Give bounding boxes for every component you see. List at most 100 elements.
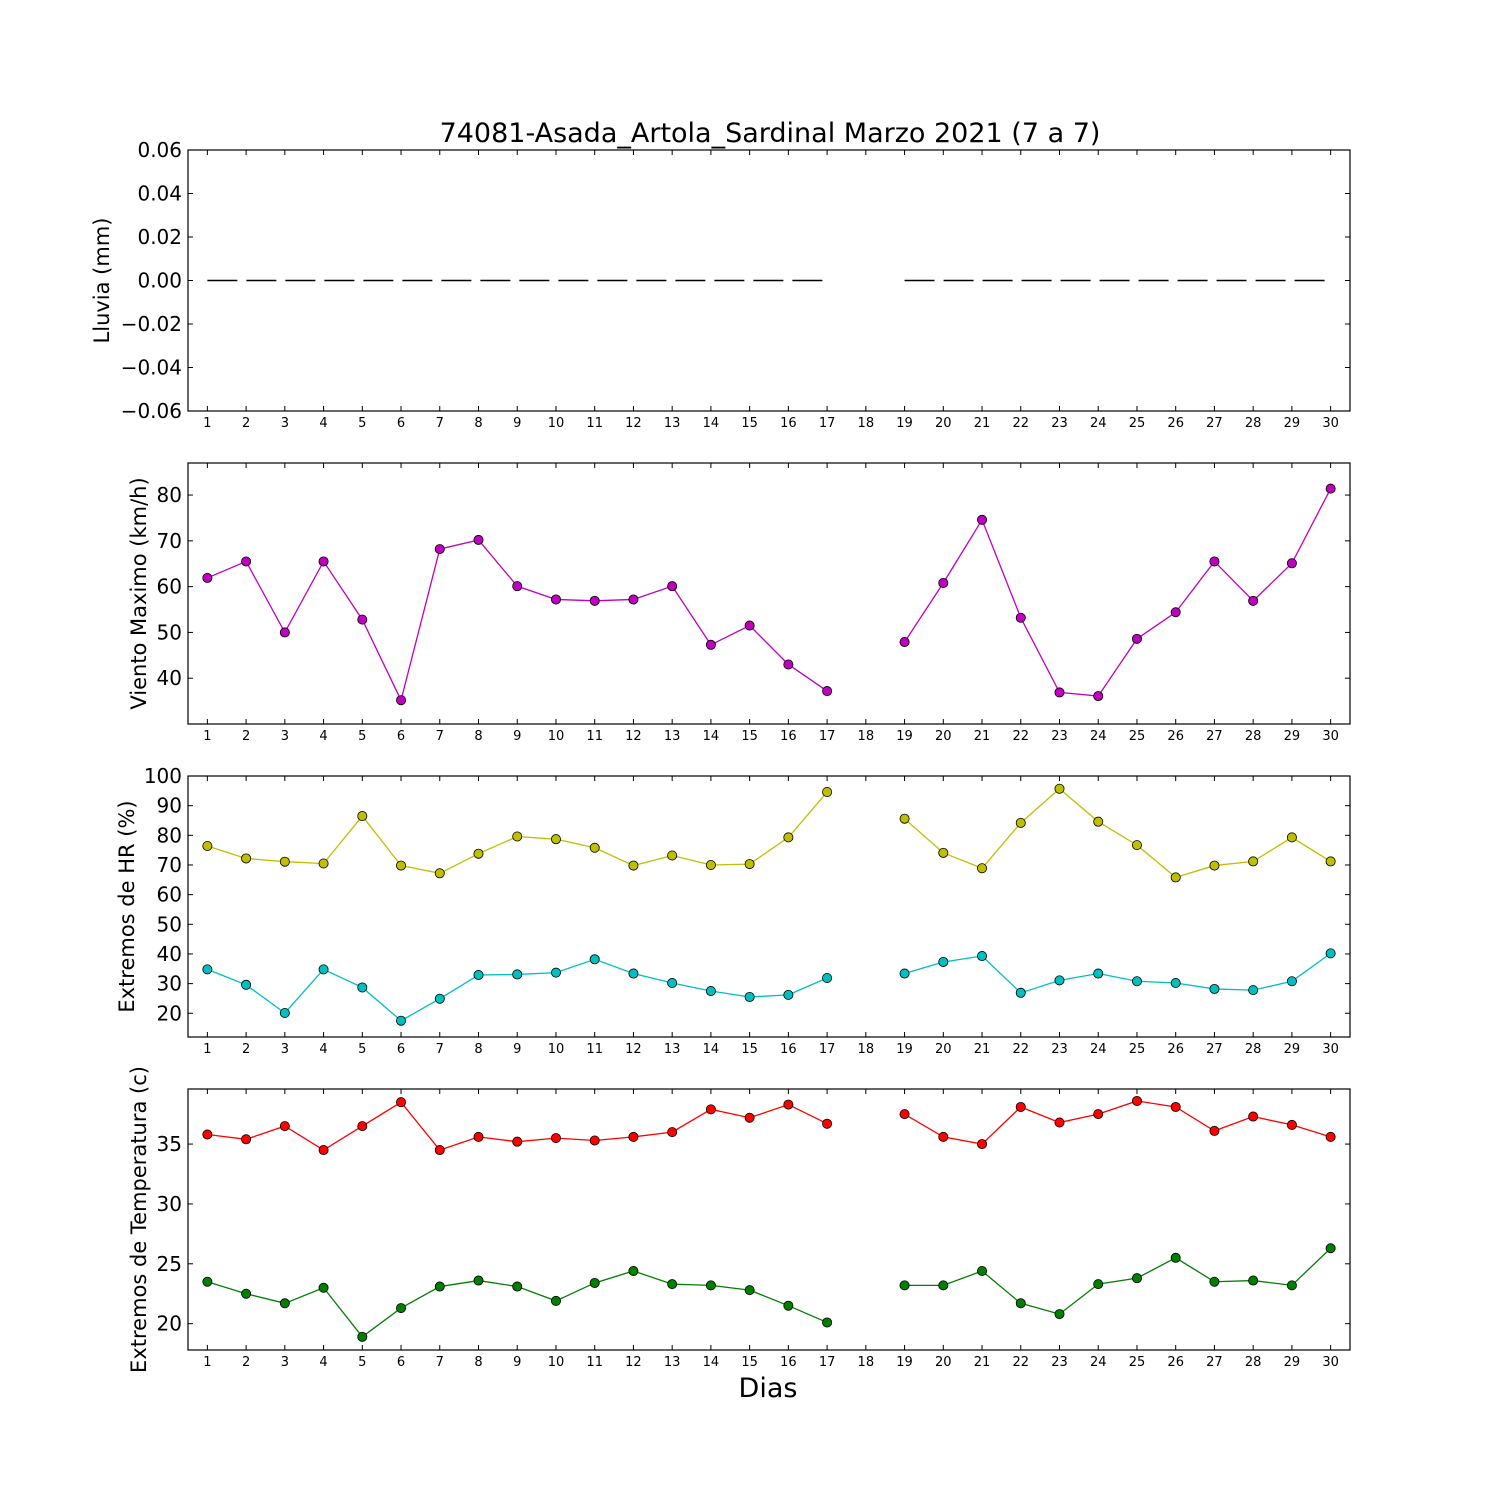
data-point bbox=[202, 1129, 213, 1140]
data-point bbox=[589, 1277, 600, 1288]
plot-area-frame bbox=[187, 1088, 1351, 1351]
data-point bbox=[512, 969, 523, 980]
data-point bbox=[318, 964, 329, 975]
x-tick-label: 20 bbox=[935, 416, 952, 431]
data-point bbox=[899, 1109, 910, 1120]
x-tick-label: 22 bbox=[1012, 729, 1029, 744]
y-axis-label: Lluvia (mm) bbox=[90, 218, 114, 344]
x-tick-label: 29 bbox=[1284, 1042, 1301, 1057]
data-point bbox=[357, 982, 368, 993]
data-point bbox=[628, 594, 639, 605]
data-point bbox=[279, 627, 290, 638]
data-point bbox=[1248, 985, 1259, 996]
x-tick-label: 4 bbox=[319, 729, 327, 744]
x-tick-label: 18 bbox=[858, 1355, 875, 1370]
x-tick-label: 2 bbox=[242, 1042, 250, 1057]
data-point bbox=[705, 986, 716, 997]
x-tick-label: 3 bbox=[281, 416, 289, 431]
data-point bbox=[628, 1131, 639, 1142]
y-axis-label: Extremos de Temperatura (c) bbox=[127, 1066, 151, 1373]
data-point bbox=[512, 1136, 523, 1147]
data-point bbox=[434, 1145, 445, 1156]
y-tick-label: 90 bbox=[157, 794, 182, 818]
x-tick-label: 29 bbox=[1284, 416, 1301, 431]
x-tick-label: 8 bbox=[474, 1042, 482, 1057]
data-point bbox=[938, 847, 949, 858]
x-tick-label: 22 bbox=[1012, 1355, 1029, 1370]
x-tick-label: 7 bbox=[436, 729, 444, 744]
data-point bbox=[1209, 983, 1220, 994]
x-tick-label: 25 bbox=[1129, 1042, 1146, 1057]
x-tick-label: 13 bbox=[664, 416, 681, 431]
data-point bbox=[1286, 976, 1297, 987]
x-tick-label: 2 bbox=[242, 729, 250, 744]
data-point bbox=[396, 860, 407, 871]
x-tick-label: 9 bbox=[513, 729, 521, 744]
data-point bbox=[822, 1317, 833, 1328]
data-point bbox=[1054, 975, 1065, 986]
y-tick-label: 0.06 bbox=[137, 138, 182, 162]
x-tick-label: 14 bbox=[703, 416, 720, 431]
data-point bbox=[318, 858, 329, 869]
x-tick-label: 9 bbox=[513, 416, 521, 431]
data-point bbox=[822, 972, 833, 983]
x-tick-label: 1 bbox=[203, 1042, 211, 1057]
series-line bbox=[904, 952, 1332, 994]
y-tick-label: 25 bbox=[157, 1252, 182, 1276]
x-tick-label: 10 bbox=[548, 1355, 565, 1370]
data-point bbox=[938, 956, 949, 967]
data-point bbox=[202, 1276, 213, 1287]
data-point bbox=[357, 1121, 368, 1132]
series-line bbox=[904, 1247, 1332, 1315]
x-tick-label: 15 bbox=[741, 1042, 758, 1057]
data-point bbox=[434, 868, 445, 879]
y-tick-label: −0.04 bbox=[121, 356, 182, 380]
x-tick-label: 24 bbox=[1090, 1355, 1107, 1370]
y-tick-label: 30 bbox=[157, 1192, 182, 1216]
x-tick-label: 28 bbox=[1245, 729, 1262, 744]
data-point bbox=[1131, 1095, 1142, 1106]
data-point bbox=[744, 859, 755, 870]
x-tick-label: 4 bbox=[319, 1355, 327, 1370]
data-point bbox=[1170, 1101, 1181, 1112]
data-point bbox=[1248, 1111, 1259, 1122]
x-tick-label: 20 bbox=[935, 1042, 952, 1057]
data-point bbox=[628, 968, 639, 979]
x-tick-label: 27 bbox=[1206, 1042, 1223, 1057]
x-tick-label: 7 bbox=[436, 416, 444, 431]
data-point bbox=[473, 534, 484, 545]
data-point bbox=[396, 1015, 407, 1026]
x-tick-label: 3 bbox=[281, 1042, 289, 1057]
series-line bbox=[904, 1100, 1331, 1145]
x-tick-label: 18 bbox=[858, 1042, 875, 1057]
data-point bbox=[1325, 948, 1336, 959]
data-point bbox=[783, 1099, 794, 1110]
x-tick-label: 4 bbox=[319, 1042, 327, 1057]
data-point bbox=[357, 1331, 368, 1342]
data-point bbox=[279, 856, 290, 867]
data-point bbox=[1054, 687, 1065, 698]
data-point bbox=[279, 1121, 290, 1132]
data-point bbox=[938, 1131, 949, 1142]
data-point bbox=[473, 1131, 484, 1142]
data-point bbox=[396, 1303, 407, 1314]
data-point bbox=[1248, 595, 1259, 606]
data-point bbox=[473, 1275, 484, 1286]
data-point bbox=[202, 840, 213, 851]
x-tick-label: 25 bbox=[1129, 416, 1146, 431]
x-tick-label: 7 bbox=[436, 1042, 444, 1057]
panels: −0.06−0.04−0.020.000.020.040.061 2 3 4 5 6 7 8 9… bbox=[90, 138, 1351, 1373]
data-point bbox=[744, 1285, 755, 1296]
data-point bbox=[744, 620, 755, 631]
x-tick-label: 14 bbox=[703, 729, 720, 744]
x-tick-label: 19 bbox=[896, 729, 913, 744]
data-point bbox=[1209, 556, 1220, 567]
data-point bbox=[357, 811, 368, 822]
data-point bbox=[1325, 1131, 1336, 1142]
data-point bbox=[1131, 633, 1142, 644]
y-tick-label: 20 bbox=[157, 1312, 182, 1336]
data-point bbox=[1093, 691, 1104, 702]
data-point bbox=[628, 860, 639, 871]
plot-area-frame bbox=[187, 775, 1351, 1038]
